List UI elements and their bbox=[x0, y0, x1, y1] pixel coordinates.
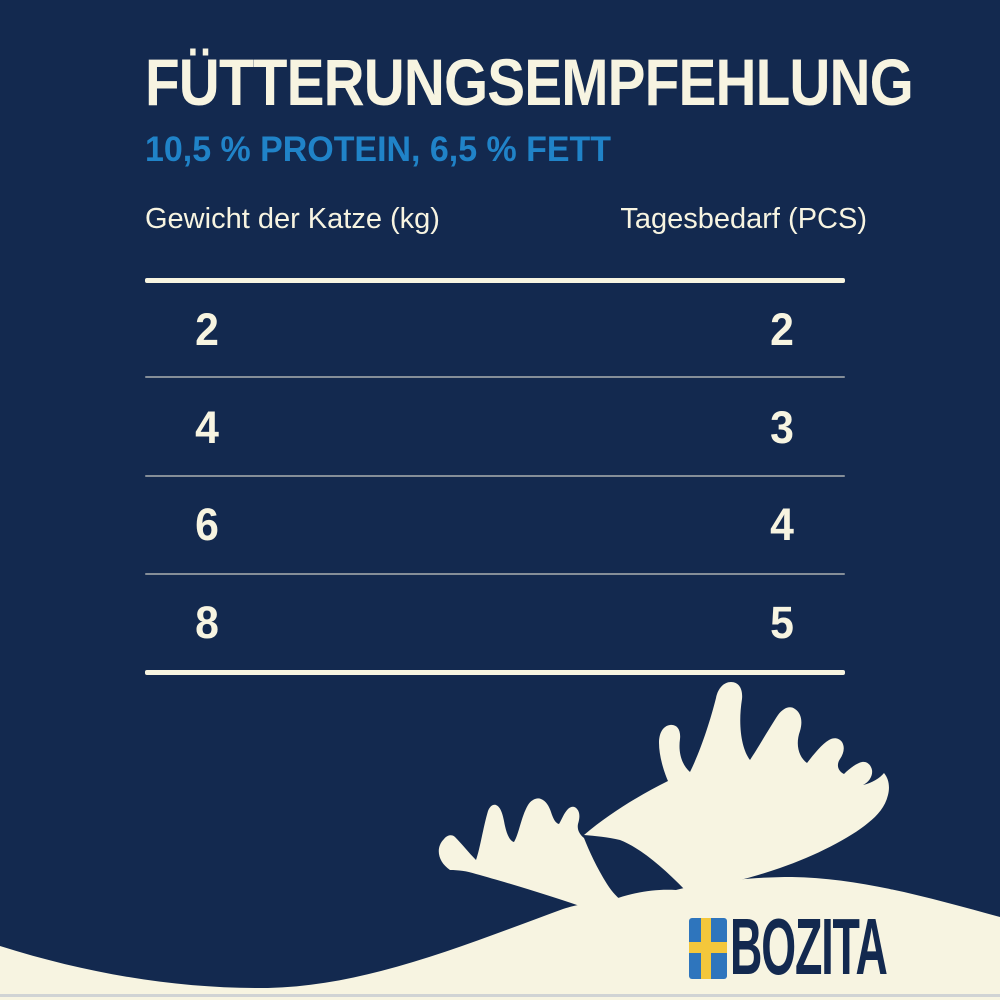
daily-value: 4 bbox=[770, 499, 794, 550]
feeding-table: Gewicht der Katze (kg) Tagesbedarf (PCS)… bbox=[145, 0, 867, 700]
row-separator bbox=[145, 475, 845, 477]
weight-value: 6 bbox=[195, 499, 219, 550]
right-antler-silhouette bbox=[584, 682, 889, 891]
weight-value: 2 bbox=[195, 304, 219, 355]
row-separator bbox=[145, 376, 845, 378]
moose-antler-wave-illustration bbox=[0, 682, 1000, 1000]
daily-value: 3 bbox=[770, 402, 794, 453]
swedish-flag-icon bbox=[689, 918, 727, 979]
nutrition-subtitle: 10,5 % PROTEIN, 6,5 % FETT bbox=[145, 130, 612, 169]
column-header-daily: Tagesbedarf (PCS) bbox=[620, 203, 867, 235]
table-bottom-rule bbox=[145, 670, 845, 675]
weight-value: 8 bbox=[195, 597, 219, 648]
wave-shape bbox=[0, 877, 1000, 1000]
bozita-logo: BOZITA bbox=[689, 902, 1000, 991]
weight-value: 4 bbox=[195, 402, 219, 453]
brand-wordmark: BOZITA bbox=[730, 902, 888, 991]
bottom-edge-strip bbox=[0, 994, 1000, 997]
page-title: FÜTTERUNGSEMPFEHLUNG bbox=[145, 45, 914, 119]
flag-cross-horizontal bbox=[689, 942, 727, 953]
left-antler-silhouette bbox=[438, 798, 633, 921]
row-separator bbox=[145, 573, 845, 575]
table-header-rule bbox=[145, 278, 845, 283]
column-header-weight: Gewicht der Katze (kg) bbox=[145, 203, 440, 235]
daily-value: 5 bbox=[770, 597, 794, 648]
daily-value: 2 bbox=[770, 304, 794, 355]
